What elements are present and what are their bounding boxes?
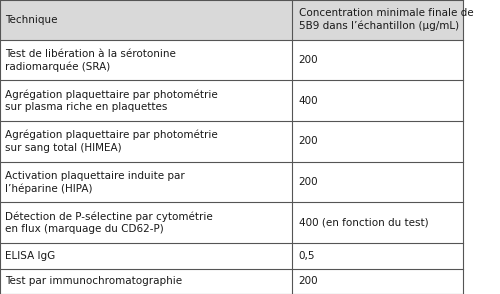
Bar: [0, 162, 463, 203]
Text: Test de libération à la sérotonine
radiomarquée (SRA): Test de libération à la sérotonine radio…: [4, 49, 175, 71]
Bar: [0, 0, 463, 40]
Text: 200: 200: [298, 55, 318, 65]
Text: Test par immunochromatographie: Test par immunochromatographie: [4, 276, 182, 286]
Text: Agrégation plaquettaire par photométrie
sur plasma riche en plaquettes: Agrégation plaquettaire par photométrie …: [4, 89, 218, 112]
Text: 400: 400: [298, 96, 318, 106]
Text: Détection de P-sélectine par cytométrie
en flux (marquage du CD62-P): Détection de P-sélectine par cytométrie …: [4, 211, 212, 234]
Text: Activation plaquettaire induite par
l’héparine (HIPA): Activation plaquettaire induite par l’hé…: [4, 171, 184, 194]
Text: Technique: Technique: [4, 15, 57, 25]
Text: ELISA IgG: ELISA IgG: [4, 251, 55, 261]
Text: 200: 200: [298, 276, 318, 286]
Bar: [0, 268, 463, 294]
Bar: [0, 203, 463, 243]
Text: 200: 200: [298, 177, 318, 187]
Text: Agrégation plaquettaire par photométrie
sur sang total (HIMEA): Agrégation plaquettaire par photométrie …: [4, 130, 218, 153]
Bar: [0, 80, 463, 121]
Bar: [0, 40, 463, 80]
Bar: [0, 121, 463, 162]
Text: 0,5: 0,5: [298, 251, 315, 261]
Text: 200: 200: [298, 136, 318, 146]
Bar: [0, 243, 463, 268]
Text: Concentration minimale finale de
5B9 dans l’échantillon (µg/mL): Concentration minimale finale de 5B9 dan…: [298, 8, 473, 31]
Text: 400 (en fonction du test): 400 (en fonction du test): [298, 218, 428, 228]
